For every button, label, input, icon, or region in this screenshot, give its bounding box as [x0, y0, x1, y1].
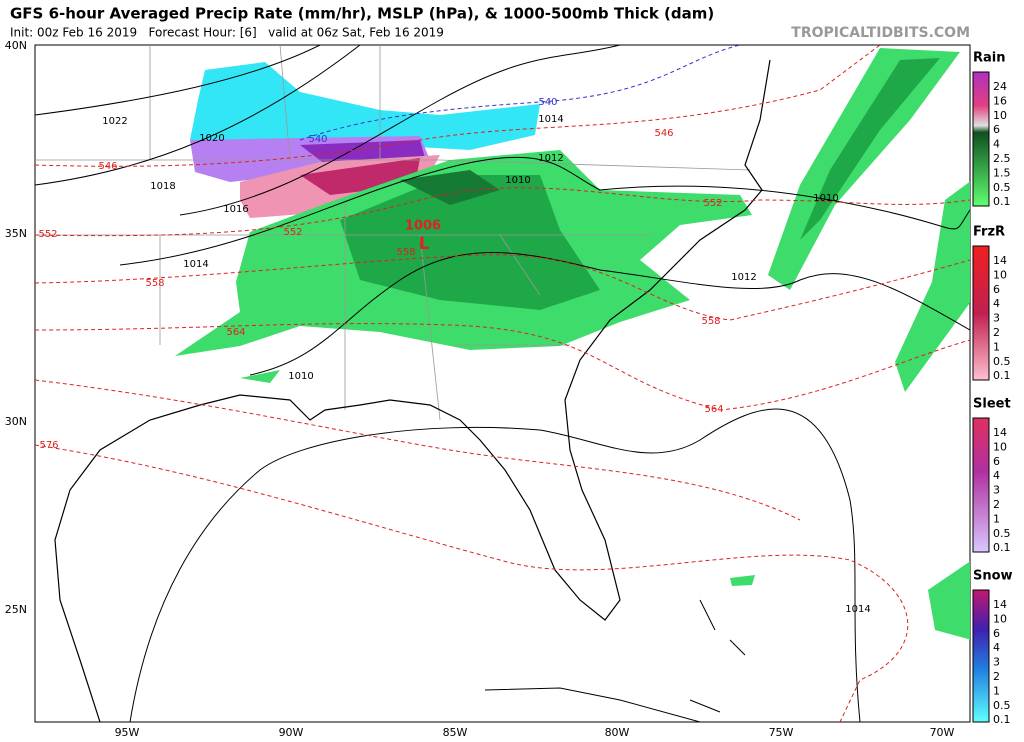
isobar-label: 1012 [731, 272, 756, 283]
legend-tick: 3 [993, 484, 1000, 497]
legend-title: Sleet [973, 397, 1011, 412]
legend-tick: 0.1 [993, 541, 1011, 554]
thickness-label: 552 [38, 229, 57, 240]
thickness-label: 540 [538, 97, 557, 108]
legend-tick: 4 [993, 297, 1000, 310]
low-pressure: 1006 [405, 219, 441, 234]
thickness-label: 546 [654, 128, 673, 139]
lat-label: 25N [5, 603, 27, 616]
legend-tick: 1.5 [993, 166, 1011, 179]
thickness-label: 540 [308, 134, 327, 145]
legend-tick: 6 [993, 455, 1000, 468]
thickness-label: 552 [283, 227, 302, 238]
legend-tick: 10 [993, 268, 1007, 281]
title: GFS 6-hour Averaged Precip Rate (mm/hr),… [10, 5, 714, 23]
isobar-label: 1014 [538, 114, 563, 125]
legend-tick: 0.1 [993, 195, 1011, 208]
thickness-label: 558 [396, 247, 415, 258]
legend-tick: 4 [993, 138, 1000, 151]
isobar-label: 1022 [102, 116, 127, 127]
lat-label: 35N [5, 227, 27, 240]
isobar-label: 1010 [813, 193, 838, 204]
legend-tick: 6 [993, 627, 1000, 640]
subtitle: Init: 00z Feb 16 2019 Forecast Hour: [6]… [10, 26, 444, 40]
isobar-label: 1018 [150, 181, 175, 192]
legend-tick: 0.5 [993, 699, 1011, 712]
legend-tick: 16 [993, 94, 1007, 107]
legend-tick: 1 [993, 340, 1000, 353]
isobar-label: 1014 [183, 259, 208, 270]
legend-tick: 0.5 [993, 181, 1011, 194]
legend-title: Snow [973, 569, 1013, 584]
isobar-label: 1012 [538, 153, 563, 164]
isobar-label: 1016 [223, 204, 248, 215]
lon-label: 95W [115, 726, 140, 739]
legend-tick: 0.5 [993, 355, 1011, 368]
legend-tick: 14 [993, 598, 1007, 611]
map: 1022 1020 1018 1016 1014 1014 1012 1010 … [34, 44, 971, 723]
thickness-label: 564 [704, 404, 723, 415]
thickness-label: 546 [98, 161, 117, 172]
legend-tick: 6 [993, 123, 1000, 136]
isobar-label: 1010 [505, 175, 530, 186]
legend: Rain241610642.51.50.50.1FrzR1410643210.5… [972, 51, 1013, 726]
thickness-label: 552 [703, 198, 722, 209]
low-symbol: L [419, 234, 430, 254]
isobar-label: 1010 [288, 371, 313, 382]
legend-title: Rain [973, 51, 1006, 66]
legend-tick: 0.5 [993, 527, 1011, 540]
lon-label: 80W [605, 726, 630, 739]
legend-tick: 4 [993, 469, 1000, 482]
source: TROPICALTIDBITS.COM [791, 25, 970, 41]
legend-tick: 14 [993, 254, 1007, 267]
lon-label: 75W [769, 726, 794, 739]
legend-tick: 4 [993, 641, 1000, 654]
legend-tick: 2 [993, 326, 1000, 339]
thickness-label: 576 [39, 440, 58, 451]
lat-label: 40N [5, 39, 27, 52]
legend-tick: 6 [993, 283, 1000, 296]
legend-tick: 2.5 [993, 152, 1011, 165]
legend-tick: 2 [993, 670, 1000, 683]
axis-labels: 40N 35N 30N 25N 95W 90W 85W 80W 75W 70W [5, 39, 955, 739]
legend-tick: 1 [993, 684, 1000, 697]
lat-label: 30N [5, 415, 27, 428]
legend-tick: 1 [993, 512, 1000, 525]
legend-tick: 3 [993, 656, 1000, 669]
isobar-label: 1014 [845, 604, 870, 615]
legend-tick: 10 [993, 612, 1007, 625]
legend-tick: 3 [993, 312, 1000, 325]
legend-title: FrzR [973, 225, 1005, 240]
legend-tick: 10 [993, 109, 1007, 122]
thickness-label: 558 [701, 316, 720, 327]
thickness-label: 564 [226, 327, 245, 338]
thickness-label: 558 [145, 278, 164, 289]
legend-tick: 10 [993, 440, 1007, 453]
lon-label: 70W [930, 726, 955, 739]
isobar-label: 1020 [199, 133, 224, 144]
legend-tick: 0.1 [993, 369, 1011, 382]
legend-tick: 24 [993, 80, 1007, 93]
legend-tick: 14 [993, 426, 1007, 439]
lon-label: 90W [279, 726, 304, 739]
legend-tick: 2 [993, 498, 1000, 511]
lon-label: 85W [443, 726, 468, 739]
legend-tick: 0.1 [993, 713, 1011, 726]
